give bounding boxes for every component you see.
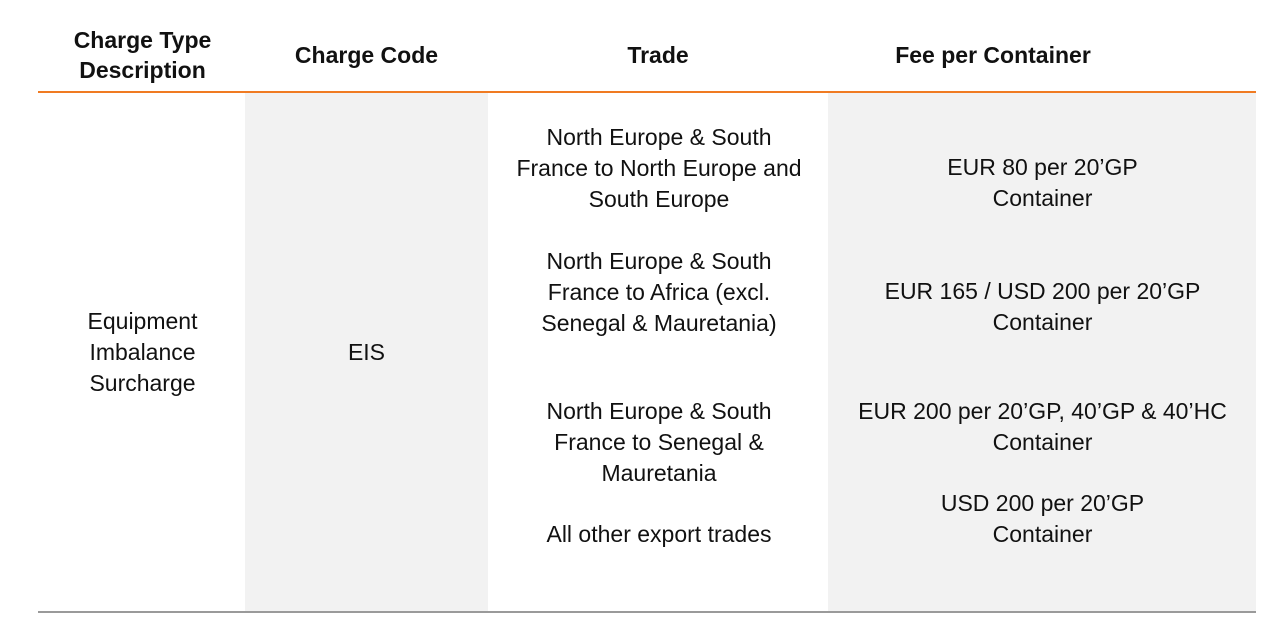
charge-code-cell: EIS <box>347 339 386 365</box>
fee-3: EUR 200 per 20’GP, 40’GP & 40’HC Contain… <box>858 398 1227 455</box>
fee-column-shade <box>828 93 1256 611</box>
header-charge-type: Charge Type Description <box>73 27 212 83</box>
header-fee: Fee per Container <box>895 42 1091 68</box>
header-trade: Trade <box>627 42 689 68</box>
charge-code-column-shade <box>245 93 488 611</box>
trade-3: North Europe & South France to Senegal &… <box>546 398 772 486</box>
fee-2: EUR 165 / USD 200 per 20’GP Container <box>884 278 1201 335</box>
trade-1: North Europe & South France to North Eur… <box>516 124 802 212</box>
trade-2: North Europe & South France to Africa (e… <box>541 248 777 336</box>
trade-4: All other export trades <box>546 521 772 547</box>
charge-type-cell: Equipment Imbalance Surcharge <box>87 308 198 396</box>
fee-4: USD 200 per 20’GP Container <box>940 490 1145 547</box>
fee-1: EUR 80 per 20’GP Container <box>947 154 1138 211</box>
header-rule <box>38 91 1256 93</box>
bottom-rule <box>38 611 1256 613</box>
header-charge-code: Charge Code <box>294 42 439 68</box>
